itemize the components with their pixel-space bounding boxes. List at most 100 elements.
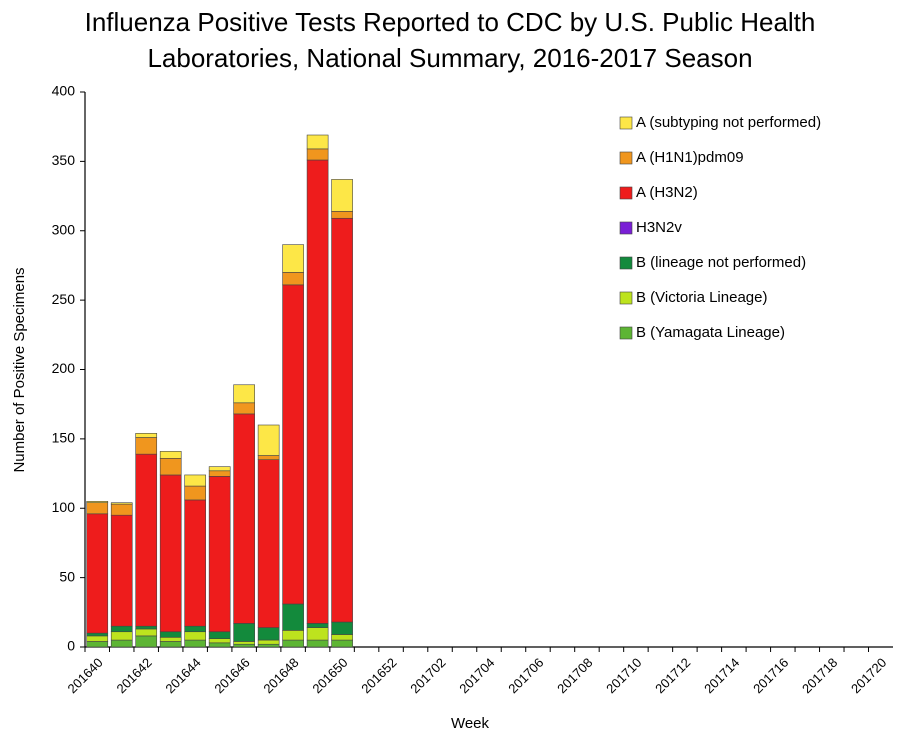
bar-segment <box>135 628 158 637</box>
y-tick-label: 50 <box>59 568 75 584</box>
bar-segment <box>184 474 207 487</box>
bar-segment <box>282 284 304 605</box>
bar-segment <box>110 631 133 641</box>
bar-segment <box>233 641 255 645</box>
x-axis-label: Week <box>451 715 490 732</box>
bar-segment <box>331 211 353 219</box>
bar-segment <box>306 134 329 150</box>
bar-segment <box>159 451 182 459</box>
bar-segment <box>257 643 280 648</box>
bar-segment <box>331 621 353 635</box>
bar-segment <box>306 159 329 624</box>
x-tick-label: 201712 <box>652 655 693 696</box>
y-tick-label: 0 <box>67 638 75 654</box>
x-tick-label: 201706 <box>505 655 546 696</box>
bar-segment <box>208 476 231 633</box>
bar-segment <box>331 639 353 648</box>
bar-segment <box>184 631 207 641</box>
legend-swatch <box>619 186 633 200</box>
bar-segment <box>86 635 109 642</box>
x-tick-label: 201644 <box>162 655 203 696</box>
bar-segment <box>208 638 231 644</box>
x-tick-label: 201646 <box>211 655 252 696</box>
x-tick-label: 201702 <box>407 655 448 696</box>
bar-segment <box>331 217 353 623</box>
bar-segment <box>159 636 182 642</box>
bar-segment <box>184 485 207 501</box>
bar-segment <box>110 503 133 516</box>
x-tick-label: 201714 <box>701 655 742 696</box>
bar-segment <box>135 433 158 438</box>
bar-segment <box>135 635 158 648</box>
bar-segment <box>282 272 304 286</box>
bar-segment <box>331 634 353 641</box>
x-tick-label: 201720 <box>848 655 889 696</box>
legend-label: B (Yamagata Lineage) <box>636 324 785 341</box>
bar-segment <box>159 474 182 633</box>
legend-swatch <box>619 291 633 305</box>
bar-segment <box>159 457 182 476</box>
x-tick-label: 201718 <box>799 655 840 696</box>
bar-segment <box>86 632 109 637</box>
bar-segment <box>86 513 109 634</box>
y-tick-label: 400 <box>52 83 76 99</box>
chart-title: Laboratories, National Summary, 2016-201… <box>147 43 752 73</box>
x-tick-label: 201640 <box>65 655 106 696</box>
legend-label: A (subtyping not performed) <box>636 114 821 131</box>
y-axis-label: Number of Positive Specimens <box>11 267 28 472</box>
bar-segment <box>184 639 207 648</box>
legend-swatch <box>619 221 633 235</box>
legend-swatch <box>619 326 633 340</box>
bar-segment <box>135 437 158 455</box>
bar-segment <box>282 630 304 641</box>
bar-segment <box>208 470 231 477</box>
x-tick-label: 201642 <box>113 655 154 696</box>
bar-segment <box>306 627 329 641</box>
bar-segment <box>110 514 133 627</box>
chart-title: Influenza Positive Tests Reported to CDC… <box>85 7 816 37</box>
legend-swatch <box>619 116 633 130</box>
x-tick-label: 201650 <box>309 655 350 696</box>
legend-label: A (H3N2) <box>636 184 698 201</box>
bar-segment <box>135 625 158 630</box>
bar-segment <box>331 179 353 212</box>
y-tick-label: 350 <box>52 152 76 168</box>
bar-segment <box>159 631 182 638</box>
bar-segment <box>233 384 255 404</box>
bar-segment <box>306 148 329 161</box>
bar-segment <box>208 642 231 648</box>
legend-label: B (Victoria Lineage) <box>636 289 767 306</box>
bar-segment <box>184 625 207 633</box>
legend-label: H3N2v <box>636 219 682 236</box>
bar-segment <box>159 641 182 648</box>
bar-segment <box>306 639 329 648</box>
bar-segment <box>233 643 255 648</box>
bar-segment <box>208 631 231 639</box>
bar-segment <box>86 641 109 648</box>
bar-segment <box>257 627 280 641</box>
bar-segment <box>233 623 255 642</box>
bar-segment <box>135 453 158 627</box>
x-tick-label: 201652 <box>358 655 399 696</box>
bar-segment <box>282 603 304 631</box>
bar-segment <box>282 639 304 648</box>
x-tick-label: 201648 <box>260 655 301 696</box>
y-tick-label: 250 <box>52 291 76 307</box>
y-tick-label: 200 <box>52 360 76 376</box>
bar-segment <box>233 413 255 624</box>
bar-segment <box>110 639 133 648</box>
x-tick-label: 201716 <box>750 655 791 696</box>
x-tick-label: 201710 <box>603 655 644 696</box>
x-tick-label: 201704 <box>456 655 497 696</box>
bar-segment <box>86 502 109 515</box>
bar-segment <box>282 244 304 273</box>
bar-segment <box>86 501 109 503</box>
legend-swatch <box>619 151 633 165</box>
legend-label: B (lineage not performed) <box>636 254 806 271</box>
bar-segment <box>257 639 280 645</box>
y-tick-label: 150 <box>52 430 76 446</box>
x-tick-label: 201708 <box>554 655 595 696</box>
bar-segment <box>208 466 231 472</box>
y-tick-label: 300 <box>52 221 76 237</box>
